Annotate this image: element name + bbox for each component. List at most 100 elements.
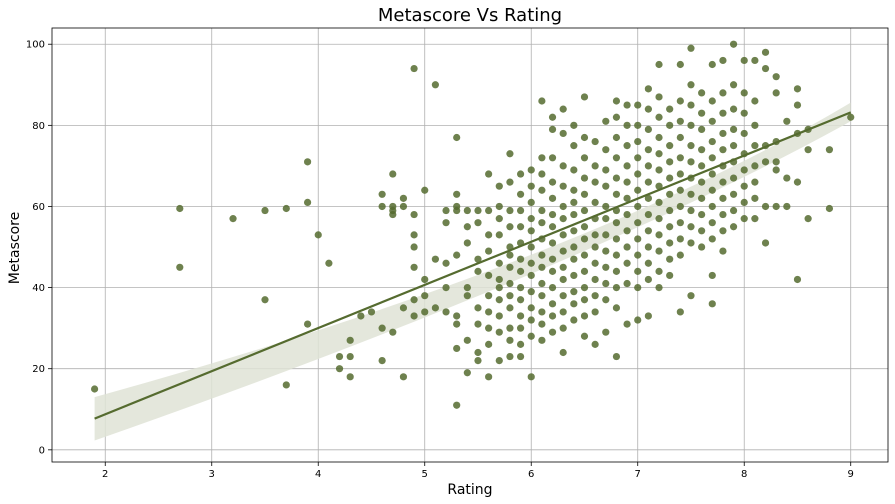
- scatter-point: [644, 162, 652, 170]
- scatter-point: [634, 170, 642, 178]
- scatter-point: [570, 186, 578, 194]
- scatter-point: [548, 223, 557, 231]
- scatter-point: [410, 243, 418, 251]
- scatter-point: [538, 154, 546, 162]
- scatter-point: [676, 308, 684, 316]
- scatter-point: [687, 121, 695, 129]
- scatter-point: [708, 186, 716, 194]
- scatter-point: [559, 105, 567, 113]
- scatter-point: [580, 235, 589, 243]
- scatter-point: [676, 154, 684, 162]
- scatter-point: [538, 292, 546, 300]
- scatter-point: [516, 223, 525, 231]
- scatter-point: [506, 178, 514, 186]
- scatter-point: [495, 231, 503, 239]
- scatter-point: [719, 194, 727, 202]
- scatter-point: [761, 202, 770, 211]
- scatter-point: [495, 356, 503, 365]
- scatter-point: [474, 348, 482, 357]
- scatter-point: [793, 101, 802, 109]
- scatter-point: [719, 178, 727, 186]
- scatter-point: [548, 194, 557, 202]
- scatter-point: [676, 60, 684, 69]
- scatter-point: [751, 121, 759, 129]
- scatter-point: [474, 255, 482, 263]
- scatter-point: [666, 255, 674, 263]
- scatter-point: [676, 133, 684, 142]
- scatter-point: [559, 308, 567, 316]
- scatter-point: [634, 251, 642, 259]
- scatter-point: [623, 162, 631, 170]
- scatter-point: [527, 288, 535, 296]
- scatter-point: [559, 263, 567, 271]
- scatter-point: [655, 198, 663, 207]
- scatter-point: [772, 166, 780, 174]
- scatter-point: [666, 271, 674, 280]
- scatter-point: [527, 332, 535, 340]
- scatter-point: [751, 142, 759, 150]
- scatter-point: [655, 267, 663, 275]
- scatter-point: [708, 137, 716, 146]
- scatter-point: [740, 166, 748, 174]
- scatter-point: [687, 158, 695, 166]
- scatter-point: [516, 190, 525, 198]
- scatter-point: [772, 89, 780, 97]
- scatter-point: [495, 283, 503, 292]
- scatter-point: [431, 304, 439, 312]
- scatter-point: [612, 251, 621, 259]
- scatter-point: [580, 312, 589, 320]
- scatter-point: [772, 202, 780, 211]
- scatter-point: [559, 275, 567, 284]
- regression-line-path: [94, 111, 852, 420]
- scatter-point: [474, 304, 482, 312]
- scatter-point: [176, 263, 184, 271]
- scatter-point: [729, 125, 738, 134]
- scatter-point: [538, 219, 546, 227]
- scatter-point: [655, 60, 663, 69]
- scatter-point: [676, 117, 684, 125]
- scatter-point: [783, 202, 791, 211]
- scatter-point: [676, 186, 684, 194]
- scatter-point: [495, 296, 503, 304]
- scatter-point: [793, 178, 802, 186]
- y-axis-ticks: 0 20 40 60 80 100: [26, 40, 52, 456]
- scatter-point: [485, 308, 493, 316]
- scatter-point: [410, 312, 418, 320]
- scatter-point: [602, 202, 610, 211]
- scatter-point: [602, 296, 610, 304]
- scatter-point: [825, 146, 834, 154]
- scatter-point: [463, 336, 471, 344]
- x-axis-ticks: 2 3 4 5 6 7 8 9: [102, 462, 854, 480]
- scatter-point: [559, 129, 567, 138]
- scatter-point: [612, 352, 621, 361]
- scatter-point: [740, 109, 748, 117]
- scatter-point: [655, 247, 663, 255]
- scatter-point: [591, 137, 599, 146]
- scatter-point: [676, 235, 684, 243]
- scatter-point: [634, 137, 642, 146]
- scatter-point: [527, 243, 535, 251]
- scatter-point: [495, 328, 503, 336]
- scatter-point: [687, 223, 695, 231]
- scatter-point: [729, 223, 738, 231]
- scatter-point: [740, 215, 748, 223]
- scatter-point: [538, 170, 546, 178]
- scatter-point: [761, 64, 770, 73]
- scatter-point: [687, 292, 695, 300]
- scatter-point: [729, 206, 738, 215]
- scatter-point: [772, 73, 780, 81]
- scatter-point: [719, 109, 727, 117]
- scatter-point: [506, 324, 514, 332]
- scatter-point: [602, 231, 610, 239]
- scatter-point: [506, 304, 514, 312]
- scatter-point: [698, 227, 706, 235]
- scatter-point: [602, 166, 610, 174]
- scatter-point: [602, 117, 610, 125]
- scatter-point: [783, 174, 791, 182]
- scatter-point: [634, 267, 642, 275]
- scatter-point: [719, 89, 727, 97]
- scatter-point: [463, 292, 471, 300]
- scatter-point: [676, 202, 684, 211]
- scatter-point: [559, 348, 567, 357]
- scatter-point: [314, 231, 322, 239]
